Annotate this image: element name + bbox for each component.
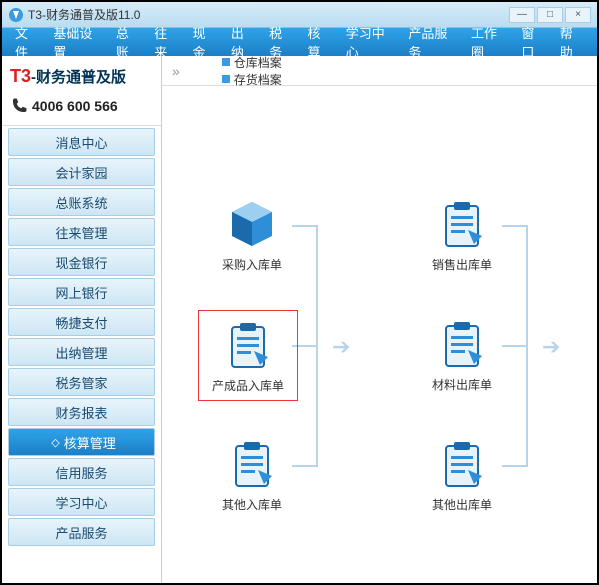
sidebar-item[interactable]: 核算管理 (8, 428, 155, 456)
menubar: 文件基础设置总账往来现金出纳税务核算学习中心产品服务工作圈窗口帮助 (2, 28, 597, 56)
app-window: T3-财务通普及版11.0 — □ × 文件基础设置总账往来现金出纳税务核算学习… (0, 0, 599, 585)
node-label: 其他入库单 (202, 496, 302, 513)
clip-icon (434, 436, 490, 492)
minimize-button[interactable]: — (509, 7, 535, 23)
nav-list: 消息中心会计家园总账系统往来管理现金银行网上银行畅捷支付出纳管理税务管家财务报表… (2, 126, 161, 583)
sidebar-item[interactable]: 产品服务 (8, 518, 155, 546)
app-logo-icon (8, 7, 24, 23)
brand: T3-财务通普及版 (2, 56, 161, 93)
sidebar-item[interactable]: 网上银行 (8, 278, 155, 306)
sidebar-item[interactable]: 现金银行 (8, 248, 155, 276)
clip-icon (224, 436, 280, 492)
sidebar-item[interactable]: 会计家园 (8, 158, 155, 186)
flow-canvas: ➔ ➔ 采购入库单产成品入库单其他入库单 销售出库单材料出库单其他出库单 (162, 86, 597, 583)
sidebar-item[interactable]: 总账系统 (8, 188, 155, 216)
arrow-icon: ➔ (332, 334, 350, 360)
bullet-icon (222, 75, 230, 83)
top-link[interactable]: 存货档案 (222, 71, 282, 88)
flow-node-otherOut[interactable]: 其他出库单 (412, 436, 512, 513)
clip-icon (220, 317, 276, 373)
node-label: 采购入库单 (202, 256, 302, 273)
top-link[interactable]: 仓库档案 (222, 54, 282, 71)
arrow-icon: ➔ (542, 334, 560, 360)
close-button[interactable]: × (565, 7, 591, 23)
sidebar-item[interactable]: 畅捷支付 (8, 308, 155, 336)
clip-icon (434, 316, 490, 372)
maximize-button[interactable]: □ (537, 7, 563, 23)
node-label: 产成品入库单 (201, 377, 295, 394)
phone-row: 4006 600 566 (2, 93, 161, 126)
flow-node-saleOut[interactable]: 销售出库单 (412, 196, 512, 273)
sidebar-item[interactable]: 信用服务 (8, 458, 155, 486)
phone-icon (10, 97, 28, 115)
expand-icon[interactable]: » (172, 63, 180, 79)
flow-node-otherIn[interactable]: 其他入库单 (202, 436, 302, 513)
brand-name: -财务通普及版 (31, 69, 126, 86)
phone-number: 4006 600 566 (32, 98, 118, 114)
node-label: 销售出库单 (412, 256, 512, 273)
sidebar-item[interactable]: 往来管理 (8, 218, 155, 246)
flow-node-materialOut[interactable]: 材料出库单 (412, 316, 512, 393)
sidebar: T3-财务通普及版 4006 600 566 消息中心会计家园总账系统往来管理现… (2, 56, 162, 583)
sidebar-item[interactable]: 学习中心 (8, 488, 155, 516)
clip-icon (434, 196, 490, 252)
node-label: 材料出库单 (412, 376, 512, 393)
sidebar-item[interactable]: 消息中心 (8, 128, 155, 156)
bullet-icon (222, 58, 230, 66)
sidebar-item[interactable]: 税务管家 (8, 368, 155, 396)
sidebar-item[interactable]: 出纳管理 (8, 338, 155, 366)
window-title: T3-财务通普及版11.0 (28, 6, 140, 23)
content-area: » 仓库档案存货档案 ➔ ➔ 采购入库单产成品入库单其他入库单 销售出库单材料出库… (162, 56, 597, 583)
sidebar-item[interactable]: 财务报表 (8, 398, 155, 426)
top-strip: » 仓库档案存货档案 (162, 56, 597, 86)
node-label: 其他出库单 (412, 496, 512, 513)
box-icon (224, 196, 280, 252)
flow-node-productIn[interactable]: 产成品入库单 (198, 310, 298, 401)
brand-prefix: T3 (10, 66, 31, 86)
flow-node-purchaseIn[interactable]: 采购入库单 (202, 196, 302, 273)
